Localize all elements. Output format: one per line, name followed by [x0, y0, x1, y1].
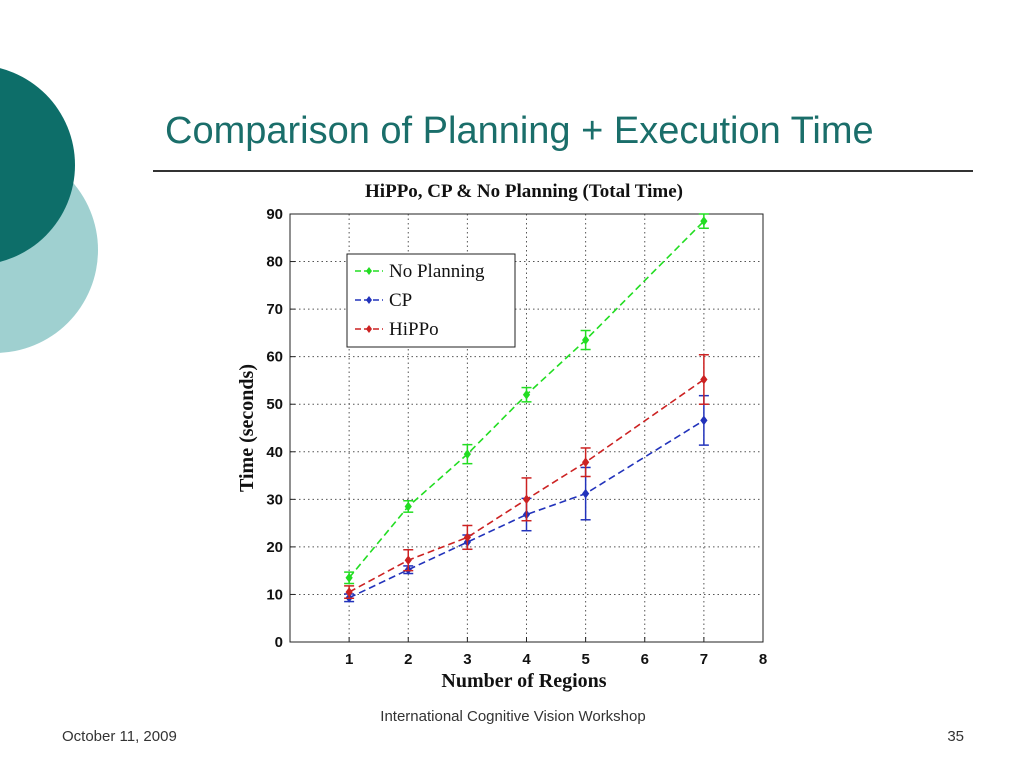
- y-tick-label: 10: [266, 586, 283, 603]
- legend-swatch-marker: [366, 296, 372, 304]
- y-tick-label: 30: [266, 491, 283, 508]
- y-tick-label: 0: [275, 634, 283, 651]
- y-tick-label: 40: [266, 444, 283, 461]
- y-tick-label: 50: [266, 396, 283, 413]
- data-point: [404, 501, 412, 512]
- legend-swatch-marker: [366, 325, 372, 333]
- footer-date: October 11, 2009: [62, 728, 177, 745]
- y-tick-label: 70: [266, 301, 283, 318]
- y-tick-label: 20: [266, 539, 283, 556]
- decorative-circles: [0, 68, 98, 353]
- data-point: [700, 415, 708, 426]
- y-tick-label: 80: [266, 254, 283, 271]
- legend-item: HiPPo: [355, 319, 439, 340]
- data-point: [522, 389, 531, 400]
- deco-circle-dark: [0, 68, 75, 262]
- data-point: [700, 216, 708, 226]
- legend-label: HiPPo: [389, 319, 439, 340]
- slide-title: Comparison of Planning + Execution Time: [165, 110, 874, 152]
- data-point: [700, 374, 708, 385]
- x-tick-label: 4: [522, 651, 531, 668]
- chart-title: HiPPo, CP & No Planning (Total Time): [365, 181, 683, 202]
- chart-series: [344, 213, 709, 603]
- data-point: [345, 587, 353, 597]
- series-hippo: [344, 354, 709, 599]
- x-tick-label: 8: [759, 651, 767, 668]
- data-point: [582, 335, 590, 345]
- x-tick-label: 6: [641, 651, 649, 668]
- x-tick-label: 2: [404, 651, 412, 668]
- data-point: [522, 494, 531, 505]
- legend-item: CP: [355, 290, 412, 311]
- y-tick-label: 60: [266, 349, 283, 366]
- x-axis-label: Number of Regions: [441, 670, 606, 692]
- series-line: [348, 220, 705, 579]
- data-point: [463, 449, 471, 459]
- series-line: [348, 419, 705, 599]
- series-no-planning: [344, 213, 709, 585]
- page-number: 35: [947, 728, 964, 745]
- line-chart: HiPPo, CP & No Planning (Total Time) 1 2 3…: [236, 181, 767, 692]
- data-point: [463, 532, 471, 543]
- title-divider: [153, 170, 973, 172]
- x-tick-label: 3: [463, 651, 471, 668]
- legend-label: No Planning: [389, 261, 485, 282]
- legend-item: No Planning: [355, 261, 485, 282]
- x-tick-label: 5: [581, 651, 589, 668]
- data-point: [582, 488, 590, 499]
- data-point: [404, 555, 412, 566]
- data-point: [345, 572, 353, 583]
- series-line: [348, 378, 705, 593]
- legend-swatch-marker: [366, 267, 372, 275]
- legend-label: CP: [389, 290, 412, 311]
- footer-event: International Cognitive Vision Workshop: [380, 708, 646, 725]
- x-tick-label: 7: [700, 651, 708, 668]
- chart-legend: No Planning CP HiPPo: [346, 253, 516, 348]
- x-tick-label: 1: [345, 651, 353, 668]
- data-point: [582, 457, 590, 468]
- y-tick-label: 90: [266, 206, 283, 223]
- y-axis-label: Time (seconds): [236, 364, 258, 492]
